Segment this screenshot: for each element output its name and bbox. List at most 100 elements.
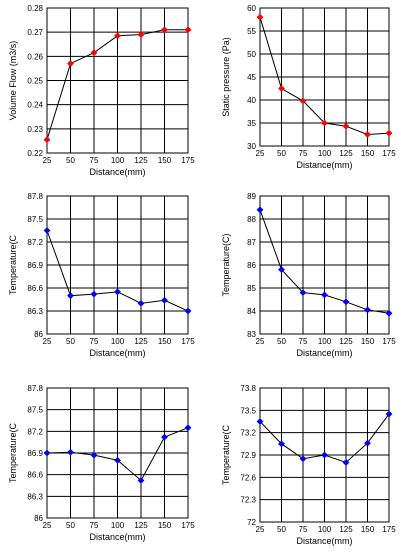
y-tick-label: 0.23 <box>27 125 43 134</box>
x-axis-label: Distance(mm) <box>89 348 145 358</box>
x-tick-label: 100 <box>111 156 125 165</box>
y-tick-label: 0.24 <box>27 101 43 110</box>
data-point <box>278 440 285 448</box>
x-tick-label: 75 <box>299 337 308 346</box>
chart-3: 25 50 75 100 125 150 175 86 86.3 86.6 86.9 87.2 87.5… <box>8 192 195 358</box>
x-tick-label: 125 <box>339 149 353 158</box>
y-tick-label: 83 <box>247 330 256 339</box>
y-tick-label: 50 <box>247 50 256 59</box>
data-point <box>299 455 307 463</box>
data-point <box>321 119 328 127</box>
data-point <box>161 26 168 34</box>
data-point <box>114 32 121 40</box>
y-tick-label: 84 <box>247 307 256 316</box>
data-point <box>67 448 74 456</box>
data-point <box>364 306 371 314</box>
data-point <box>90 49 98 57</box>
data-point <box>161 433 168 441</box>
y-tick-label: 87.2 <box>27 427 43 436</box>
x-tick-label: 175 <box>181 521 195 530</box>
x-tick-label: 75 <box>299 525 308 534</box>
chart-5: 25 50 75 100 125 150 175 86 86.3 86.6 86.9 87.2 87.5… <box>8 384 195 542</box>
data-point <box>385 309 393 317</box>
y-tick-label: 87.5 <box>27 406 43 415</box>
data-point <box>342 459 350 466</box>
y-axis-label: Temperature(C) <box>221 233 231 296</box>
data-point <box>278 266 285 273</box>
x-tick-label: 125 <box>134 156 148 165</box>
x-axis-label: Distance(mm) <box>296 348 352 358</box>
y-tick-label: 60 <box>247 4 256 13</box>
y-tick-label: 87.5 <box>27 215 43 224</box>
x-axis-label: Distance(mm) <box>296 536 352 546</box>
x-tick-label: 150 <box>158 156 172 165</box>
y-tick-label: 0.26 <box>27 52 43 61</box>
x-tick-label: 50 <box>277 337 286 346</box>
y-tick-label: 86.3 <box>27 492 43 501</box>
y-tick-label: 45 <box>247 73 256 82</box>
data-point <box>342 298 350 306</box>
x-tick-label: 50 <box>277 149 286 158</box>
x-tick-label: 50 <box>277 525 286 534</box>
data-point <box>256 206 264 214</box>
data-point <box>90 290 98 298</box>
x-tick-label: 25 <box>43 156 52 165</box>
x-tick-label: 125 <box>339 525 353 534</box>
y-tick-label: 86.9 <box>27 449 43 458</box>
data-point <box>90 451 98 459</box>
y-tick-label: 87.2 <box>27 238 43 247</box>
plot-frame <box>259 387 390 523</box>
data-point <box>184 424 192 432</box>
y-tick-label: 85 <box>247 284 256 293</box>
data-point <box>67 60 74 67</box>
plot-frame <box>46 7 189 154</box>
data-point <box>342 122 350 130</box>
data-point <box>161 296 168 304</box>
y-tick-label: 86.6 <box>27 471 43 480</box>
y-tick-label: 55 <box>247 27 256 36</box>
x-tick-label: 150 <box>361 149 375 158</box>
data-point <box>43 136 51 144</box>
y-tick-label: 86.3 <box>27 307 43 316</box>
y-tick-label: 72 <box>247 518 256 527</box>
y-tick-label: 86 <box>34 514 43 523</box>
y-axis-label: Temperature(C <box>8 422 18 483</box>
chart-6: 25 50 75 100 125 150 175 72 72.3 72.6 72.9 73.2 73.5… <box>221 384 396 546</box>
data-point <box>364 131 371 138</box>
x-tick-label: 25 <box>43 337 52 346</box>
x-tick-label: 100 <box>318 149 332 158</box>
y-tick-label: 86 <box>34 330 43 339</box>
data-point <box>256 418 264 425</box>
data-point <box>299 97 307 105</box>
data-point <box>137 299 145 307</box>
data-point <box>184 26 192 34</box>
plot-frame <box>259 7 390 147</box>
x-tick-label: 75 <box>90 156 99 165</box>
data-point <box>137 477 145 484</box>
gridlines <box>260 8 389 146</box>
x-axis-label: Distance(mm) <box>296 160 352 170</box>
y-tick-label: 0.22 <box>27 149 43 158</box>
y-tick-label: 87 <box>247 238 256 247</box>
x-tick-label: 75 <box>299 149 308 158</box>
data-point <box>137 31 145 38</box>
x-tick-label: 100 <box>111 521 125 530</box>
y-axis-label: Volume Flow (m3/s) <box>8 41 18 121</box>
y-tick-label: 73.5 <box>240 406 256 415</box>
x-tick-label: 100 <box>318 525 332 534</box>
data-point <box>114 288 121 296</box>
x-tick-label: 175 <box>382 337 396 346</box>
x-tick-label: 75 <box>90 521 99 530</box>
y-tick-label: 0.25 <box>27 77 43 86</box>
x-tick-label: 175 <box>382 525 396 534</box>
data-point <box>114 456 121 464</box>
chart-2: 25 50 75 100 125 150 175 30 35 40 45 50 55 60 Distance… <box>221 4 396 170</box>
data-point <box>299 289 307 296</box>
y-tick-label: 73.8 <box>240 384 256 393</box>
y-tick-label: 30 <box>247 142 256 151</box>
y-tick-label: 72.9 <box>240 451 256 460</box>
plot-frame <box>46 195 189 335</box>
data-point <box>184 307 192 315</box>
y-tick-label: 89 <box>247 192 256 201</box>
